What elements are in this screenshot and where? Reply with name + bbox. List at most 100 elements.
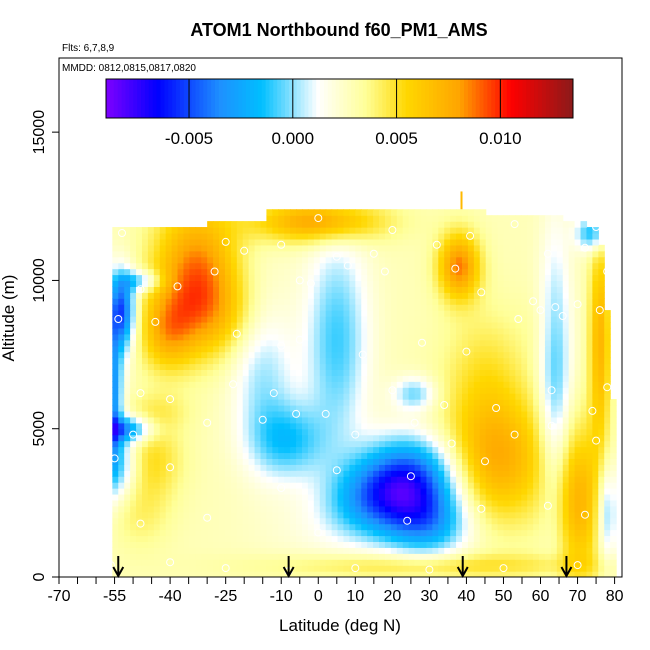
heatmap-cell xyxy=(604,399,611,406)
heatmap-cell xyxy=(361,280,368,287)
heatmap-cell xyxy=(171,339,179,347)
heatmap-cell xyxy=(254,565,262,572)
heatmap-cell xyxy=(592,523,599,531)
heatmap-cell xyxy=(266,393,273,400)
heatmap-cell xyxy=(438,416,445,424)
heatmap-cell xyxy=(527,381,534,388)
heatmap-cell xyxy=(307,310,315,317)
heatmap-cell xyxy=(539,232,546,240)
heatmap-cell xyxy=(112,327,119,335)
heatmap-cell xyxy=(171,363,179,370)
heatmap-cell xyxy=(278,304,285,311)
heatmap-cell xyxy=(527,310,534,317)
heatmap-cell xyxy=(248,268,256,276)
heatmap-cell xyxy=(254,488,262,495)
heatmap-cell xyxy=(165,298,173,305)
heatmap-cell xyxy=(598,559,605,566)
heatmap-cell xyxy=(432,333,439,341)
heatmap-cell xyxy=(414,529,422,537)
heatmap-cell xyxy=(171,499,179,507)
heatmap-cell xyxy=(521,250,528,258)
heatmap-cell xyxy=(568,422,576,430)
heatmap-cell xyxy=(319,493,327,501)
heatmap-cell xyxy=(556,547,564,554)
heatmap-cell xyxy=(290,357,297,365)
heatmap-cell xyxy=(296,316,303,323)
heatmap-cell xyxy=(379,357,386,365)
heatmap-cell xyxy=(479,393,487,400)
heatmap-cell xyxy=(473,493,481,501)
heatmap-cell xyxy=(402,482,410,489)
heatmap-cell xyxy=(307,393,315,400)
heatmap-cell xyxy=(230,541,238,548)
heatmap-cell xyxy=(539,363,546,370)
heatmap-cell xyxy=(420,262,428,270)
heatmap-cell xyxy=(367,476,374,483)
heatmap-cell xyxy=(610,440,617,448)
heatmap-cell xyxy=(343,499,350,507)
heatmap-cell xyxy=(112,351,119,359)
heatmap-cell xyxy=(248,440,256,448)
heatmap-cell xyxy=(384,310,392,317)
heatmap-cell xyxy=(177,547,185,554)
heatmap-cell xyxy=(349,493,356,501)
heatmap-cell xyxy=(539,256,546,264)
heatmap-cell xyxy=(207,310,214,317)
heatmap-cell xyxy=(130,565,137,572)
heatmap-cell xyxy=(349,511,356,519)
heatmap-cell xyxy=(402,422,410,430)
heatmap-cell xyxy=(319,310,327,317)
heatmap-cell xyxy=(301,274,309,282)
heatmap-cell xyxy=(136,304,143,311)
heatmap-cell xyxy=(219,571,226,577)
heatmap-cell xyxy=(527,565,534,572)
heatmap-cell xyxy=(189,321,196,329)
heatmap-cell xyxy=(402,565,410,572)
heatmap-cell xyxy=(112,470,119,477)
heatmap-cell xyxy=(189,416,196,424)
heatmap-cell xyxy=(296,571,303,577)
heatmap-cell xyxy=(414,470,422,477)
heatmap-cell xyxy=(509,227,516,234)
heatmap-cell xyxy=(604,458,611,465)
heatmap-cell xyxy=(337,493,345,501)
heatmap-cell xyxy=(550,446,558,454)
heatmap-cell xyxy=(426,232,433,240)
heatmap-cell xyxy=(118,482,125,489)
heatmap-cell xyxy=(189,565,196,572)
heatmap-cell xyxy=(491,399,499,406)
heatmap-cell xyxy=(242,434,250,442)
heatmap-cell xyxy=(485,232,493,240)
heatmap-cell xyxy=(527,505,534,513)
chart-title: ATOM1 Northbound f60_PM1_AMS xyxy=(190,20,487,40)
heatmap-cell xyxy=(467,333,475,341)
heatmap-cell xyxy=(527,440,534,448)
heatmap-cell xyxy=(313,470,321,477)
heatmap-cell xyxy=(124,274,131,282)
heatmap-cell xyxy=(550,440,558,448)
heatmap-cell xyxy=(224,499,232,507)
heatmap-cell xyxy=(343,446,350,454)
heatmap-cell xyxy=(337,268,345,276)
heatmap-cell xyxy=(242,499,250,507)
heatmap-cell xyxy=(183,369,190,376)
heatmap-cell xyxy=(301,410,309,418)
heatmap-cell xyxy=(521,304,528,311)
heatmap-cell xyxy=(313,541,321,548)
heatmap-cell xyxy=(325,511,333,519)
heatmap-cell xyxy=(213,535,220,543)
heatmap-cell xyxy=(112,452,119,459)
heatmap-cell xyxy=(195,470,202,477)
heatmap-cell xyxy=(307,262,315,270)
heatmap-cell xyxy=(533,256,540,264)
heatmap-cell xyxy=(130,316,137,323)
heatmap-cell xyxy=(456,541,463,548)
heatmap-cell xyxy=(177,458,185,465)
heatmap-cell xyxy=(467,339,475,347)
heatmap-cell xyxy=(527,351,534,359)
heatmap-cell xyxy=(141,399,149,406)
heatmap-cell xyxy=(124,262,131,270)
heatmap-cell xyxy=(319,232,327,240)
heatmap-cell xyxy=(325,517,333,525)
heatmap-cell xyxy=(491,357,499,365)
